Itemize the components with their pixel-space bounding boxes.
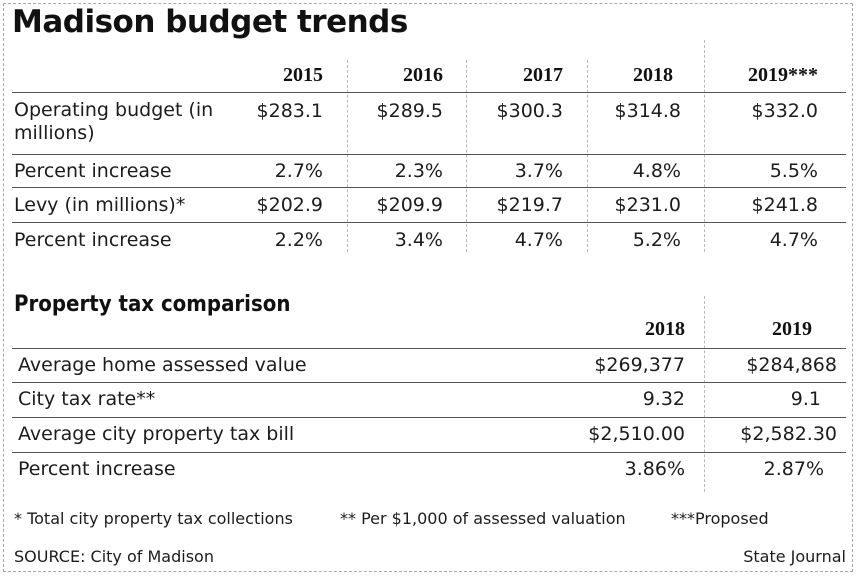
table-cell: 4.8% (632, 160, 681, 182)
table-cell: 9.1 (790, 388, 821, 410)
table-cell: $231.0 (614, 194, 681, 216)
table-cell: $284,868 (746, 354, 837, 376)
footnote: ***Proposed (671, 509, 769, 528)
column-header: 2017 (523, 64, 563, 86)
column-header: 2018 (645, 318, 685, 340)
table-cell: $269,377 (594, 354, 685, 376)
section-title: Property tax comparison (14, 292, 291, 317)
table-cell: 2.3% (394, 160, 443, 182)
table-cell: $332.0 (751, 100, 818, 122)
row-rule (12, 452, 846, 453)
table-cell: 3.4% (394, 229, 443, 251)
table-cell: $2,582.30 (740, 423, 837, 445)
table-cell: $2,510.00 (588, 423, 685, 445)
table-cell: $209.9 (376, 194, 443, 216)
table-cell: $241.8 (751, 194, 818, 216)
column-header: 2015 (283, 64, 323, 86)
column-header: 2019*** (748, 64, 818, 86)
table-cell: $289.5 (376, 100, 443, 122)
row-label: Operating budget (in millions) (14, 99, 214, 144)
footnote: * Total city property tax collections (14, 509, 293, 528)
column-divider (704, 296, 705, 492)
publisher-credit: State Journal (743, 547, 846, 566)
table-cell: 4.7% (769, 229, 818, 251)
column-header: 2018 (633, 64, 673, 86)
row-label: Average city property tax bill (18, 423, 295, 445)
table-cell: 4.7% (514, 229, 563, 251)
graphic-frame (3, 3, 853, 572)
chart-title: Madison budget trends (12, 4, 408, 40)
table-cell: 9.32 (642, 388, 685, 410)
row-label: Average home assessed value (18, 354, 307, 376)
row-rule (12, 92, 846, 93)
table-cell: 2.87% (763, 458, 824, 480)
table-cell: 5.5% (769, 160, 818, 182)
row-rule (12, 382, 846, 383)
row-rule (12, 222, 846, 223)
row-rule (12, 154, 846, 155)
table-cell: $314.8 (614, 100, 681, 122)
table-cell: $283.1 (256, 100, 323, 122)
column-header: 2019 (772, 318, 812, 340)
row-rule (12, 348, 846, 349)
column-divider (704, 40, 705, 252)
row-label: City tax rate** (18, 388, 156, 410)
row-label: Levy (in millions)* (14, 194, 186, 216)
table-cell: $202.9 (256, 194, 323, 216)
column-divider (466, 60, 467, 252)
row-label: Percent increase (14, 229, 172, 251)
column-divider (587, 60, 588, 252)
table-cell: $219.7 (496, 194, 563, 216)
source-credit: SOURCE: City of Madison (14, 547, 214, 566)
table-cell: 2.7% (274, 160, 323, 182)
row-rule (12, 187, 846, 188)
table-cell: 5.2% (632, 229, 681, 251)
row-label: Percent increase (18, 458, 176, 480)
row-label: Percent increase (14, 160, 172, 182)
row-rule (12, 417, 846, 418)
footnote: ** Per $1,000 of assessed valuation (340, 509, 626, 528)
table-cell: 3.86% (624, 458, 685, 480)
table-cell: 2.2% (274, 229, 323, 251)
column-divider (347, 60, 348, 252)
column-header: 2016 (403, 64, 443, 86)
table-cell: 3.7% (514, 160, 563, 182)
table-cell: $300.3 (496, 100, 563, 122)
